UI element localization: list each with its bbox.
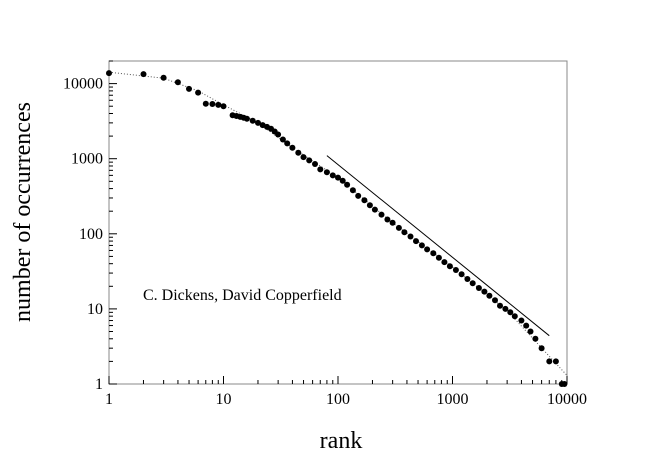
data-point: [306, 157, 313, 164]
data-point: [464, 276, 471, 282]
data-point: [329, 172, 336, 179]
data-point: [469, 280, 476, 287]
reference-line-layer: [326, 155, 550, 337]
data-point: [255, 119, 261, 126]
y-axis-ticks: 1 10 100 1000 10000: [63, 60, 117, 393]
data-points-layer: [106, 70, 568, 387]
data-point: [202, 100, 209, 107]
data-point: [384, 216, 391, 223]
data-point: [546, 358, 553, 365]
data-point: [312, 161, 318, 167]
data-point: [339, 177, 346, 184]
data-point: [502, 305, 509, 312]
data-point: [335, 174, 341, 181]
data-point: [361, 197, 368, 204]
data-point: [174, 79, 181, 86]
x-tick-label: 10000: [547, 391, 587, 408]
data-point: [140, 71, 147, 78]
data-point: [507, 309, 514, 316]
y-tick-label: 1000: [71, 151, 103, 168]
data-point: [511, 313, 518, 320]
data-point: [378, 211, 385, 218]
data-point: [561, 381, 568, 387]
fit-curve: [108, 71, 568, 376]
data-point: [441, 259, 448, 266]
data-point: [220, 103, 227, 110]
data-point: [389, 219, 396, 226]
data-point: [523, 322, 530, 329]
x-axis-ticks: 1 10 100 1000 10000: [105, 376, 587, 408]
data-point: [435, 254, 442, 261]
data-point: [407, 233, 414, 240]
x-tick-label: 100: [326, 391, 350, 408]
data-point: [284, 140, 291, 147]
data-point: [366, 202, 373, 209]
x-tick-label: 10: [216, 391, 232, 408]
data-point: [492, 297, 498, 304]
x-tick-label: 1: [105, 391, 113, 408]
data-point: [518, 317, 525, 324]
data-point: [424, 246, 431, 253]
data-point: [344, 181, 351, 188]
data-point: [106, 70, 112, 77]
plot-frame: [108, 60, 568, 385]
data-point: [486, 292, 493, 299]
data-point: [401, 229, 408, 236]
data-point: [538, 345, 545, 352]
data-point: [349, 187, 356, 194]
data-point: [295, 149, 302, 156]
data-point: [552, 358, 559, 365]
data-point: [458, 271, 465, 278]
data-point: [243, 115, 250, 122]
data-point: [209, 101, 216, 107]
data-point: [279, 136, 286, 143]
y-tick-label: 10: [87, 301, 103, 318]
data-point: [527, 328, 534, 335]
data-point: [317, 166, 324, 173]
data-point: [289, 144, 296, 151]
data-point: [532, 335, 539, 342]
x-axis-title: rank: [320, 428, 363, 454]
y-axis-title: number of occurrences: [10, 102, 36, 322]
data-point: [452, 267, 459, 273]
data-point: [497, 302, 503, 309]
data-point: [186, 85, 192, 92]
data-point: [418, 242, 425, 249]
data-point: [395, 224, 402, 231]
data-point: [413, 238, 419, 245]
data-point: [249, 117, 256, 124]
fit-layer: [108, 71, 568, 376]
x-tick-label: 1000: [437, 391, 469, 408]
data-point: [215, 101, 222, 108]
data-point: [446, 263, 453, 270]
data-point: [355, 192, 362, 199]
y-tick-label: 10000: [63, 76, 103, 93]
data-point: [300, 154, 307, 161]
data-point: [430, 250, 437, 257]
y-tick-label: 1: [95, 376, 103, 393]
data-point: [195, 89, 202, 96]
chart-annotation: C. Dickens, David Copperfield: [143, 287, 342, 304]
data-point: [371, 206, 378, 213]
data-point: [160, 74, 167, 81]
data-point: [481, 288, 488, 295]
y-tick-label: 100: [79, 226, 103, 243]
data-point: [323, 169, 330, 176]
reference-slope-line: [326, 155, 550, 337]
data-point: [475, 285, 482, 291]
data-point: [275, 131, 282, 138]
